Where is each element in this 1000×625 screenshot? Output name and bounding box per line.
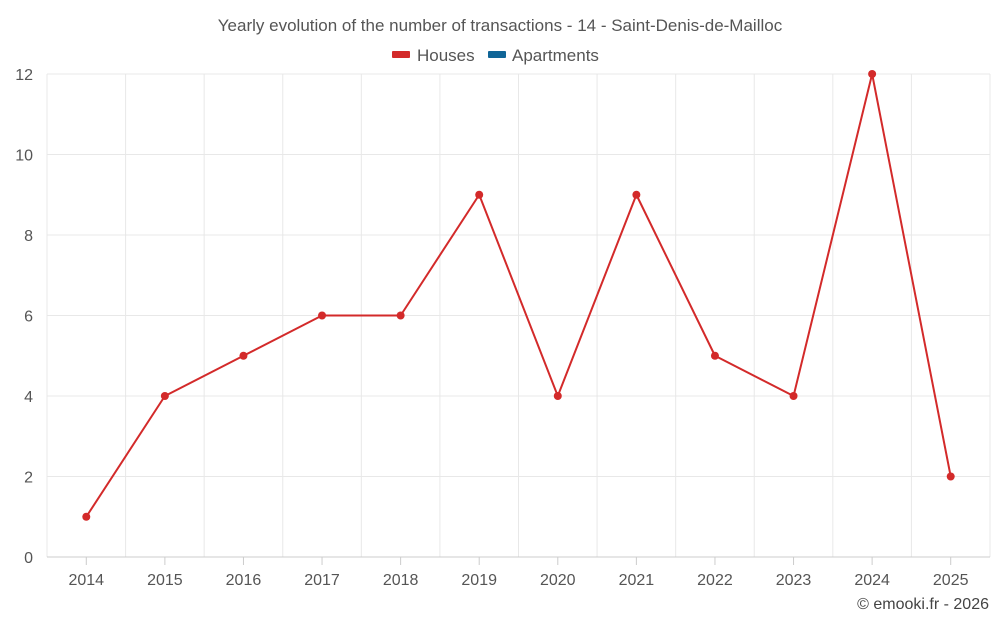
data-point-houses-2021[interactable] [632,190,641,199]
data-point-houses-2025[interactable] [946,472,955,481]
chart-axes: 0 2 4 6 8 10 12 2014 2015 2016 2017 2018 2019 2020 202… [15,67,990,589]
x-tick-label: 2018 [383,572,419,589]
x-tick-label: 2023 [776,572,812,589]
data-point-houses-2017[interactable] [318,311,327,320]
legend-label-apartments: Apartments [512,46,599,65]
legend-swatch-apartments [488,51,506,58]
x-tick-label: 2014 [68,572,104,589]
legend-item-houses[interactable]: Houses [392,46,475,65]
legend-item-apartments[interactable]: Apartments [488,46,599,65]
y-tick-label: 10 [15,148,33,165]
y-tick-label: 12 [15,67,33,84]
x-tick-label: 2020 [540,572,576,589]
data-point-houses-2018[interactable] [396,311,405,320]
x-tick-label: 2016 [226,572,262,589]
y-tick-label: 4 [24,389,33,406]
credit-text: © emooki.fr - 2026 [857,596,989,613]
data-point-houses-2016[interactable] [239,351,248,360]
data-point-houses-2023[interactable] [789,392,798,400]
chart-grid [46,73,991,557]
x-tick-label: 2019 [461,572,497,589]
data-point-houses-2019[interactable] [475,190,484,199]
legend-label-houses: Houses [417,46,475,65]
y-tick-label: 8 [24,228,33,245]
x-tick-label: 2025 [933,572,969,589]
y-tick-label: 0 [24,550,33,567]
data-point-houses-2014[interactable] [82,512,91,521]
x-tick-label: 2024 [854,572,890,589]
data-point-houses-2020[interactable] [553,392,562,400]
x-tick-label: 2022 [697,572,733,589]
legend-swatch-houses [392,51,410,58]
chart-legend[interactable]: Houses Apartments [392,46,599,65]
y-tick-label: 2 [24,470,33,487]
series-line-houses [85,73,952,518]
y-tick-label: 6 [24,309,33,326]
chart-title: Yearly evolution of the number of transa… [218,16,783,35]
x-tick-label: 2017 [304,572,340,589]
data-point-houses-2024[interactable] [868,70,877,78]
data-point-houses-2022[interactable] [710,351,719,360]
x-tick-label: 2021 [619,572,655,589]
chart-series [82,70,955,521]
data-point-houses-2015[interactable] [160,392,169,400]
x-tick-label: 2015 [147,572,183,589]
